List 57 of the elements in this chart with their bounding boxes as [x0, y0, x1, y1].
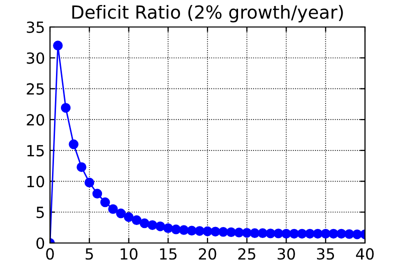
point	[53, 40, 63, 50]
point	[289, 228, 299, 239]
point	[68, 139, 78, 150]
point	[320, 228, 330, 239]
point	[194, 226, 204, 236]
point	[108, 204, 118, 214]
y-tick-label: 20	[26, 114, 44, 126]
x-tick-label: 25	[238, 248, 256, 260]
x-tick-label: 10	[120, 248, 138, 260]
x-tick-label: 5	[86, 248, 93, 260]
point	[344, 229, 354, 239]
point	[352, 230, 362, 240]
point	[312, 228, 323, 239]
y-tick-label: 5	[36, 206, 44, 218]
point	[179, 225, 189, 235]
x-tick-label: 40	[356, 248, 374, 260]
point	[171, 224, 181, 234]
y-tick-label: 0	[36, 237, 44, 250]
point	[218, 227, 228, 237]
y-tick-label: 30	[26, 52, 44, 64]
point	[132, 215, 142, 226]
point	[84, 178, 94, 188]
point	[116, 208, 126, 218]
point	[155, 221, 166, 232]
y-tick-label: 25	[26, 83, 44, 95]
x-tick-label: 30	[278, 248, 295, 260]
point	[76, 162, 86, 172]
point	[274, 228, 284, 238]
x-tick-label: 35	[317, 248, 334, 260]
point	[266, 228, 276, 238]
point	[100, 197, 110, 208]
point	[297, 228, 307, 239]
y-tick-label: 10	[27, 176, 44, 188]
point	[210, 226, 220, 236]
point	[336, 228, 346, 239]
point	[242, 228, 252, 238]
x-tick-label: 20	[198, 248, 216, 260]
x-tick-label: 0	[46, 248, 54, 260]
point	[60, 102, 71, 113]
point	[124, 212, 134, 222]
point	[140, 218, 150, 228]
point	[163, 223, 173, 234]
point	[148, 220, 158, 230]
chart-title: Deficit Ratio (2% growth/year)	[72, 4, 343, 22]
point	[305, 228, 315, 239]
point	[328, 228, 338, 239]
point	[281, 228, 292, 239]
y-tick-label: 35	[26, 21, 44, 34]
point	[92, 188, 102, 198]
y-tick-label: 15	[27, 145, 44, 156]
point	[202, 226, 212, 236]
point	[250, 228, 260, 238]
point	[226, 227, 236, 238]
x-tick-label: 15	[160, 248, 177, 260]
point	[258, 228, 268, 238]
point	[186, 226, 197, 236]
point	[234, 228, 244, 238]
